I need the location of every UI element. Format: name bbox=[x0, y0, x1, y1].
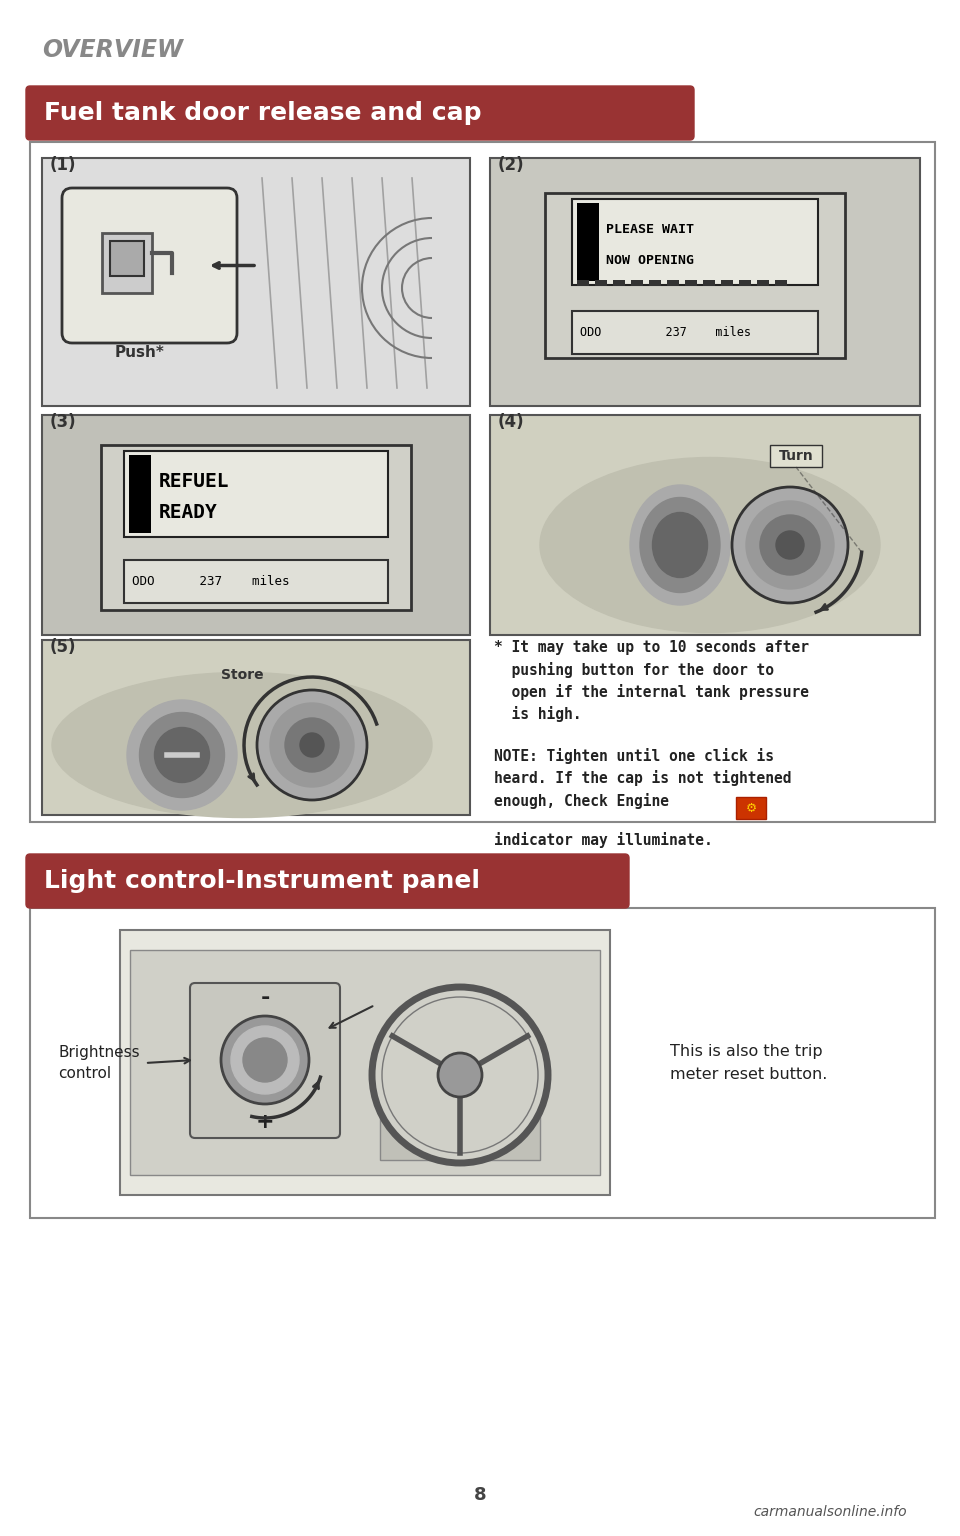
Text: (2): (2) bbox=[498, 157, 524, 174]
Text: This is also the trip
meter reset button.: This is also the trip meter reset button… bbox=[670, 1044, 828, 1081]
Text: REFUEL: REFUEL bbox=[158, 472, 228, 490]
Circle shape bbox=[270, 703, 354, 786]
Text: -: - bbox=[260, 988, 270, 1008]
Ellipse shape bbox=[127, 700, 237, 809]
Text: Turn: Turn bbox=[779, 449, 813, 462]
Text: READY: READY bbox=[158, 504, 217, 522]
FancyBboxPatch shape bbox=[190, 983, 340, 1138]
Ellipse shape bbox=[52, 673, 432, 817]
Text: (4): (4) bbox=[498, 413, 524, 432]
Ellipse shape bbox=[139, 713, 225, 797]
Bar bbox=[490, 158, 920, 406]
FancyBboxPatch shape bbox=[62, 187, 237, 343]
Text: Fuel tank door release and cap: Fuel tank door release and cap bbox=[44, 101, 482, 124]
Bar bbox=[42, 641, 470, 816]
Bar bbox=[42, 158, 470, 406]
Bar bbox=[545, 194, 845, 358]
Text: indicator may illuminate.: indicator may illuminate. bbox=[494, 833, 712, 848]
Bar bbox=[30, 141, 935, 822]
Circle shape bbox=[746, 501, 834, 588]
Ellipse shape bbox=[640, 498, 720, 593]
Text: PLEASE WAIT: PLEASE WAIT bbox=[606, 223, 694, 235]
Bar bbox=[572, 312, 818, 353]
Bar bbox=[613, 280, 625, 286]
Ellipse shape bbox=[653, 513, 708, 578]
Bar bbox=[721, 280, 733, 286]
Ellipse shape bbox=[630, 485, 730, 605]
Bar bbox=[703, 280, 715, 286]
Bar bbox=[770, 445, 822, 467]
Text: carmanualsonline.info: carmanualsonline.info bbox=[754, 1505, 907, 1519]
Ellipse shape bbox=[540, 458, 880, 633]
Text: Brightness
control: Brightness control bbox=[58, 1044, 139, 1081]
Bar bbox=[685, 280, 697, 286]
Text: Light control-Instrument panel: Light control-Instrument panel bbox=[44, 869, 480, 892]
Circle shape bbox=[285, 717, 339, 773]
Bar bbox=[124, 452, 388, 536]
Text: (1): (1) bbox=[50, 157, 77, 174]
Text: OVERVIEW: OVERVIEW bbox=[42, 38, 183, 61]
Bar bbox=[775, 280, 787, 286]
Bar bbox=[120, 929, 610, 1195]
Bar bbox=[124, 559, 388, 602]
Bar bbox=[380, 1071, 540, 1160]
Bar bbox=[595, 280, 607, 286]
FancyBboxPatch shape bbox=[26, 854, 629, 908]
Circle shape bbox=[300, 733, 324, 757]
FancyBboxPatch shape bbox=[26, 86, 694, 140]
Circle shape bbox=[732, 487, 848, 604]
Circle shape bbox=[243, 1038, 287, 1081]
Bar bbox=[649, 280, 661, 286]
Text: * It may take up to 10 seconds after
  pushing button for the door to
  open if : * It may take up to 10 seconds after pus… bbox=[494, 641, 809, 722]
Text: ⚙: ⚙ bbox=[745, 802, 756, 814]
Text: NOTE: Tighten until one click is
heard. If the cap is not tightened
enough, Chec: NOTE: Tighten until one click is heard. … bbox=[494, 748, 791, 809]
Circle shape bbox=[760, 515, 820, 574]
Bar bbox=[739, 280, 751, 286]
Bar bbox=[101, 445, 411, 610]
Text: 8: 8 bbox=[473, 1485, 487, 1504]
Bar bbox=[490, 415, 920, 634]
Bar bbox=[130, 949, 600, 1175]
Bar bbox=[631, 280, 643, 286]
Bar bbox=[130, 455, 152, 533]
Bar bbox=[736, 797, 766, 819]
Circle shape bbox=[372, 988, 548, 1163]
Text: (3): (3) bbox=[50, 413, 77, 432]
Bar bbox=[30, 908, 935, 1218]
Text: Store: Store bbox=[221, 668, 263, 682]
Circle shape bbox=[438, 1054, 482, 1097]
Text: +: + bbox=[255, 1112, 275, 1132]
Text: ODO         237    miles: ODO 237 miles bbox=[580, 326, 751, 339]
Text: NOW OPENING: NOW OPENING bbox=[606, 255, 694, 267]
Circle shape bbox=[231, 1026, 299, 1094]
Ellipse shape bbox=[155, 728, 209, 782]
Bar bbox=[102, 233, 152, 293]
Text: Push*: Push* bbox=[114, 346, 164, 359]
Text: ODO      237    miles: ODO 237 miles bbox=[132, 574, 290, 588]
Circle shape bbox=[257, 690, 367, 800]
Circle shape bbox=[221, 1015, 309, 1104]
Circle shape bbox=[776, 531, 804, 559]
Bar bbox=[757, 280, 769, 286]
Text: (5): (5) bbox=[50, 637, 77, 656]
Bar bbox=[42, 415, 470, 634]
Bar bbox=[572, 200, 818, 284]
Bar bbox=[667, 280, 679, 286]
Bar bbox=[577, 280, 589, 286]
Bar bbox=[110, 241, 144, 276]
Bar bbox=[577, 203, 599, 281]
